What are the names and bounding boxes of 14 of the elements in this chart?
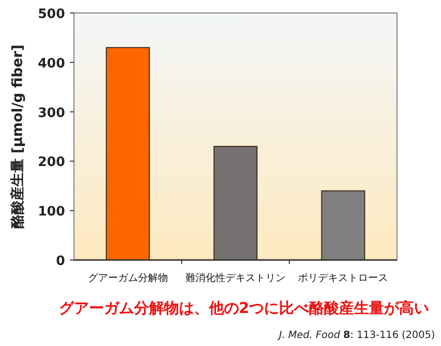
text: グアーガム分解物は、他の2つに比べ酪酸産生量が高い bbox=[58, 299, 430, 317]
bar bbox=[214, 146, 258, 260]
x-tick-label: グアーガム分解物 bbox=[88, 272, 168, 284]
y-axis-title: 酪酸産生量 [μmol/g fiber] bbox=[9, 44, 26, 228]
y-tick-label: 200 bbox=[38, 155, 65, 170]
y-tick-label: 100 bbox=[38, 204, 65, 220]
x-tick-label: ポリデキストロース bbox=[298, 273, 388, 284]
y-tick-label: 0 bbox=[56, 254, 65, 269]
y-tick-label: 500 bbox=[38, 7, 65, 22]
x-tick-label: 難消化性デキストリン bbox=[186, 272, 286, 284]
bar bbox=[106, 47, 150, 260]
text: J. Med. Food 8: 113-116 (2005) bbox=[276, 330, 436, 341]
y-tick-label: 300 bbox=[38, 106, 65, 121]
y-tick-label: 400 bbox=[38, 56, 65, 72]
